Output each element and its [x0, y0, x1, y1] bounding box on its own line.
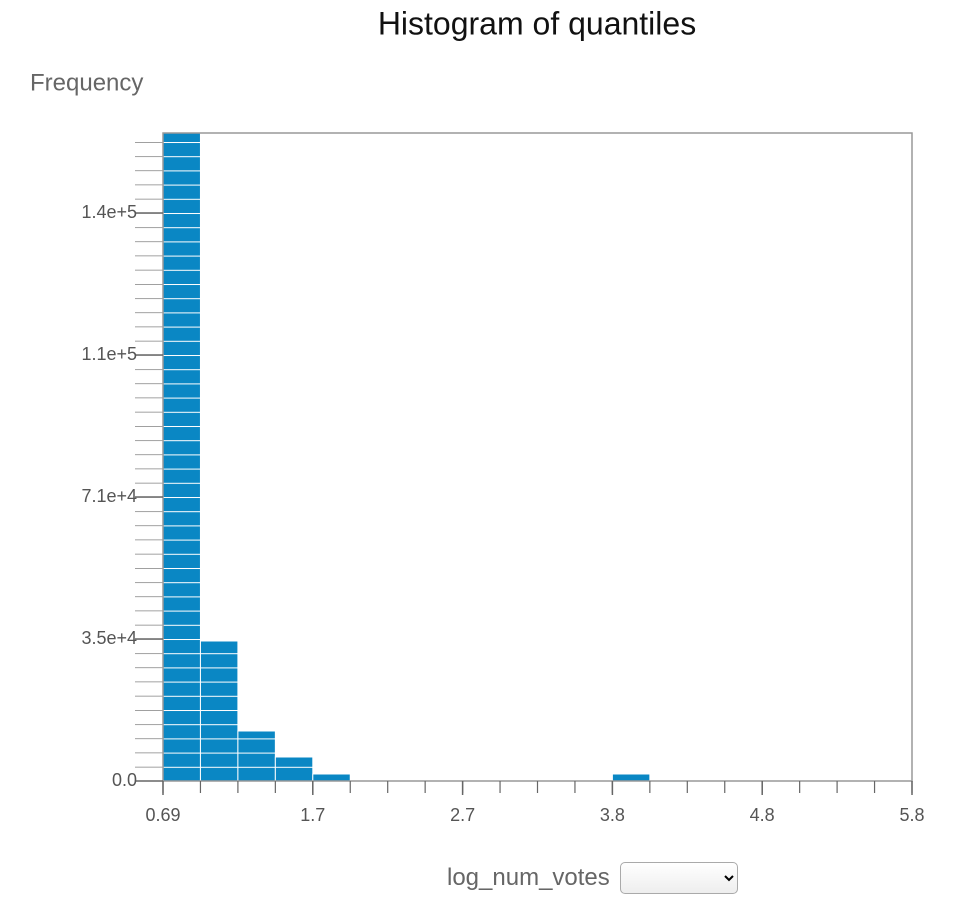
- scale-select[interactable]: [619, 862, 738, 894]
- x-tick-label: 1.7: [300, 805, 325, 825]
- bar: [162, 132, 201, 782]
- x-axis-controls: log_num_votes: [447, 862, 738, 894]
- bar: [237, 730, 276, 782]
- bar: [312, 773, 351, 782]
- bar: [611, 773, 651, 782]
- x-tick-label: 4.8: [750, 805, 775, 825]
- y-tick-label: 1.4e+5: [81, 202, 137, 222]
- x-tick-label: 2.7: [450, 805, 475, 825]
- bars: [162, 132, 651, 782]
- x-tick-label: 3.8: [600, 805, 625, 825]
- x-axis-label: log_num_votes: [447, 864, 610, 891]
- plot-frame: [162, 132, 913, 782]
- chart: Histogram of quantiles Frequency 0.0 3.5e…: [30, 5, 925, 825]
- x-tick-label: 5.8: [899, 805, 924, 825]
- chart-title: Histogram of quantiles: [378, 5, 696, 41]
- y-tick-label: 3.5e+4: [81, 628, 137, 648]
- y-tick-label: 0.0: [112, 770, 137, 790]
- bar: [199, 640, 239, 782]
- y-tick-label: 1.1e+5: [81, 344, 137, 364]
- y-tick-label: 7.1e+4: [81, 486, 137, 506]
- x-tick-label: 0.69: [145, 805, 180, 825]
- y-axis-label: Frequency: [30, 69, 143, 96]
- bar: [274, 756, 314, 782]
- y-minor-ticks: [135, 133, 163, 781]
